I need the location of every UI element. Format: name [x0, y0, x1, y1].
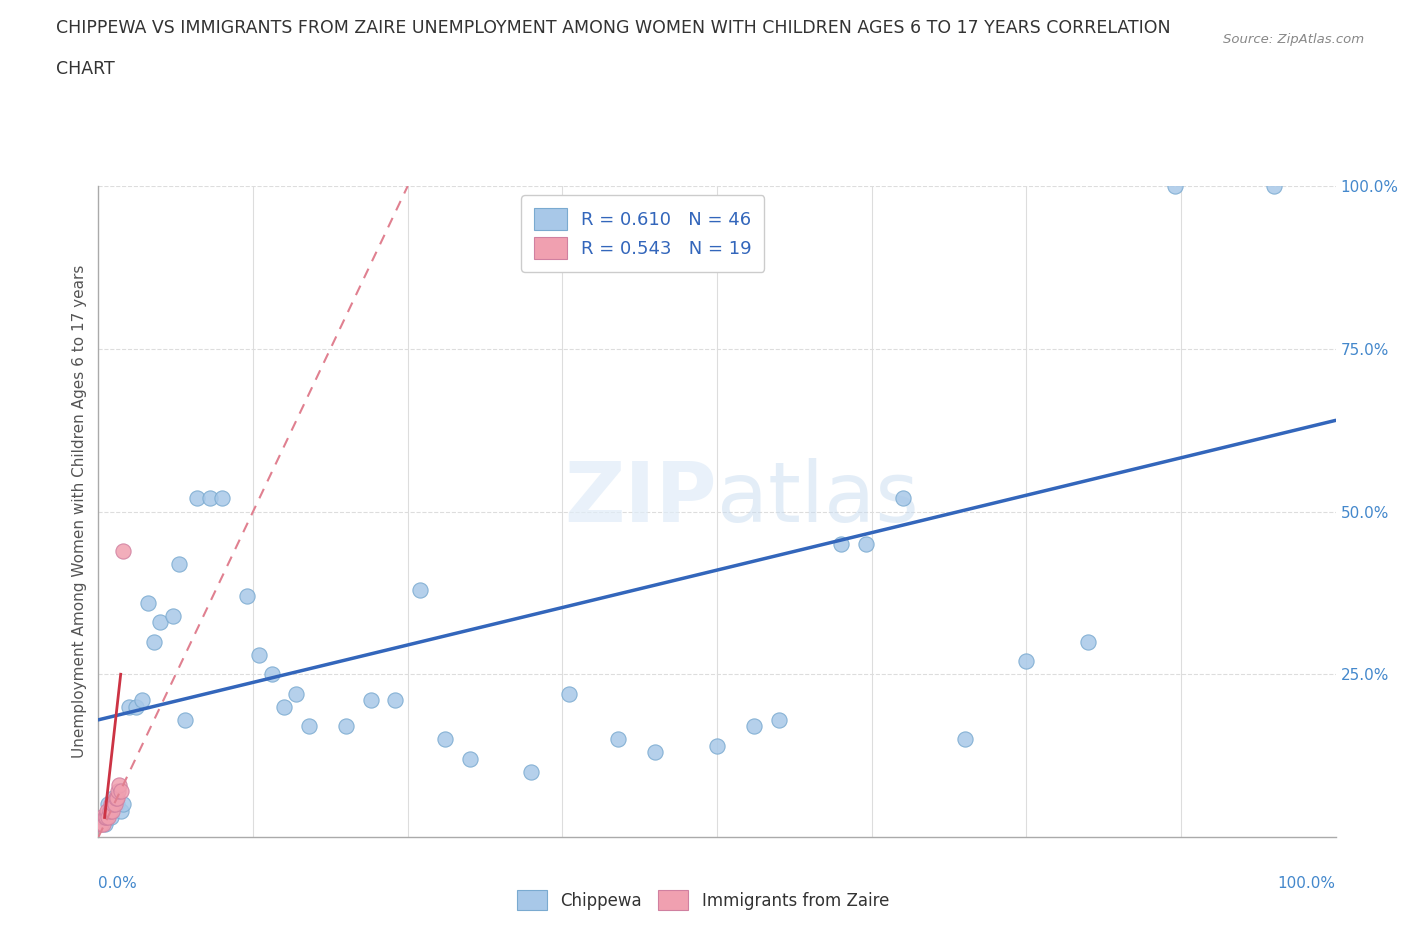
Point	[108, 777, 131, 792]
Point	[97, 797, 120, 812]
Point	[644, 745, 666, 760]
Legend: Chippewa, Immigrants from Zaire: Chippewa, Immigrants from Zaire	[510, 884, 896, 917]
Point	[298, 719, 321, 734]
Point	[143, 634, 166, 649]
Point	[94, 810, 117, 825]
Point	[100, 797, 122, 812]
Text: CHART: CHART	[56, 60, 115, 78]
Text: 0.0%: 0.0%	[98, 876, 138, 891]
Point	[360, 693, 382, 708]
Point	[433, 732, 456, 747]
Point	[186, 491, 208, 506]
Point	[110, 784, 132, 799]
Point	[110, 804, 132, 818]
Point	[93, 817, 115, 831]
Point	[1164, 179, 1187, 193]
Point	[103, 797, 125, 812]
Point	[136, 595, 159, 610]
Point	[285, 686, 308, 701]
Point	[162, 608, 184, 623]
Text: ZIP: ZIP	[565, 458, 717, 539]
Point	[96, 804, 118, 818]
Point	[247, 647, 270, 662]
Point	[100, 810, 122, 825]
Point	[742, 719, 765, 734]
Point	[953, 732, 976, 747]
Text: atlas: atlas	[717, 458, 918, 539]
Point	[1263, 179, 1285, 193]
Point	[830, 537, 852, 551]
Point	[89, 817, 111, 831]
Point	[149, 615, 172, 630]
Point	[409, 582, 432, 597]
Point	[105, 797, 128, 812]
Point	[167, 556, 190, 571]
Point	[104, 790, 127, 805]
Point	[107, 784, 129, 799]
Point	[891, 491, 914, 506]
Point	[198, 491, 221, 506]
Point	[706, 738, 728, 753]
Point	[91, 810, 114, 825]
Point	[124, 699, 146, 714]
Point	[103, 790, 125, 805]
Point	[458, 751, 481, 766]
Point	[1015, 654, 1038, 669]
Point	[855, 537, 877, 551]
Point	[273, 699, 295, 714]
Point	[118, 699, 141, 714]
Point	[260, 667, 283, 682]
Point	[520, 764, 543, 779]
Point	[768, 712, 790, 727]
Point	[236, 589, 259, 604]
Point	[98, 804, 121, 818]
Text: Source: ZipAtlas.com: Source: ZipAtlas.com	[1223, 33, 1364, 46]
Point	[101, 804, 124, 818]
Point	[90, 817, 112, 831]
Point	[93, 817, 115, 831]
Point	[211, 491, 233, 506]
Point	[384, 693, 406, 708]
Legend: R = 0.610   N = 46, R = 0.543   N = 19: R = 0.610 N = 46, R = 0.543 N = 19	[522, 195, 765, 272]
Point	[112, 543, 135, 558]
Point	[112, 797, 135, 812]
Point	[335, 719, 357, 734]
Y-axis label: Unemployment Among Women with Children Ages 6 to 17 years: Unemployment Among Women with Children A…	[72, 265, 87, 758]
Point	[93, 810, 115, 825]
Point	[97, 810, 120, 825]
Point	[1077, 634, 1099, 649]
Point	[174, 712, 197, 727]
Point	[103, 797, 125, 812]
Point	[105, 790, 128, 805]
Point	[557, 686, 579, 701]
Text: CHIPPEWA VS IMMIGRANTS FROM ZAIRE UNEMPLOYMENT AMONG WOMEN WITH CHILDREN AGES 6 : CHIPPEWA VS IMMIGRANTS FROM ZAIRE UNEMPL…	[56, 19, 1171, 36]
Text: 100.0%: 100.0%	[1278, 876, 1336, 891]
Point	[131, 693, 153, 708]
Point	[607, 732, 630, 747]
